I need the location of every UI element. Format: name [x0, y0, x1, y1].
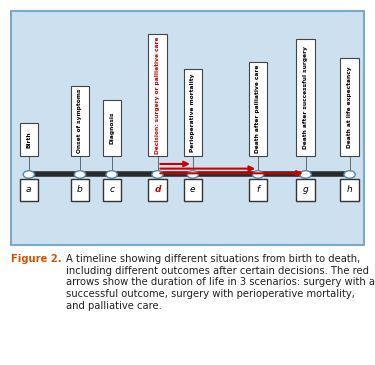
Circle shape	[344, 171, 355, 178]
Text: Decision: surgery or palliative care: Decision: surgery or palliative care	[155, 36, 160, 154]
Text: f: f	[256, 185, 259, 194]
Text: Diagnosis: Diagnosis	[109, 111, 114, 144]
Text: Death after palliative care: Death after palliative care	[255, 65, 261, 153]
Text: g: g	[303, 185, 309, 194]
Text: Onset of symptoms: Onset of symptoms	[78, 89, 82, 153]
Text: e: e	[190, 185, 195, 194]
Text: Death after successful surgery: Death after successful surgery	[303, 46, 308, 149]
FancyBboxPatch shape	[340, 178, 359, 201]
Circle shape	[152, 171, 163, 178]
Text: Perioperative mortality: Perioperative mortality	[190, 73, 195, 152]
FancyBboxPatch shape	[148, 34, 167, 156]
Circle shape	[23, 171, 34, 178]
Text: d: d	[154, 185, 161, 194]
FancyBboxPatch shape	[148, 178, 167, 201]
FancyBboxPatch shape	[71, 178, 89, 201]
FancyBboxPatch shape	[249, 62, 267, 156]
FancyBboxPatch shape	[340, 58, 359, 156]
Text: b: b	[77, 185, 83, 194]
Text: a: a	[26, 185, 32, 194]
Text: A timeline showing different situations from birth to death, including different: A timeline showing different situations …	[66, 254, 375, 311]
Circle shape	[106, 171, 117, 178]
Text: h: h	[347, 185, 352, 194]
Text: Death at life expectancy: Death at life expectancy	[347, 66, 352, 147]
FancyBboxPatch shape	[20, 178, 38, 201]
FancyBboxPatch shape	[20, 123, 38, 156]
FancyBboxPatch shape	[296, 178, 315, 201]
FancyBboxPatch shape	[184, 178, 202, 201]
FancyBboxPatch shape	[249, 178, 267, 201]
Circle shape	[187, 171, 198, 178]
Circle shape	[300, 171, 311, 178]
Text: Figure 2.: Figure 2.	[11, 254, 62, 264]
FancyBboxPatch shape	[296, 39, 315, 156]
FancyBboxPatch shape	[184, 69, 202, 156]
FancyBboxPatch shape	[102, 178, 121, 201]
Circle shape	[252, 171, 264, 178]
FancyBboxPatch shape	[71, 86, 89, 156]
FancyBboxPatch shape	[11, 11, 364, 245]
Circle shape	[74, 171, 86, 178]
Text: Birth: Birth	[26, 131, 32, 148]
FancyBboxPatch shape	[102, 100, 121, 156]
Text: c: c	[109, 185, 114, 194]
